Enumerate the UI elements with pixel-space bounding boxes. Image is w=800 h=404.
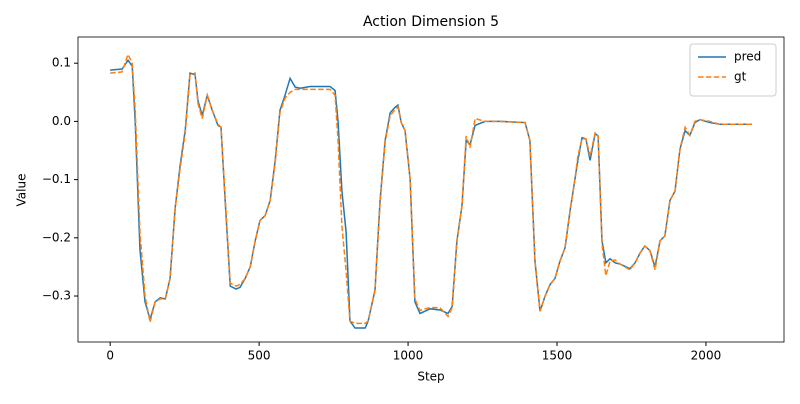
y-tick-label: −0.1 [42, 172, 71, 186]
plot-frame [77, 36, 785, 343]
legend-label: pred [734, 50, 761, 64]
x-tick-label: 0 [106, 349, 114, 363]
x-tick-label: 1500 [542, 349, 573, 363]
x-tick-label: 500 [248, 349, 271, 363]
legend-box [689, 43, 777, 97]
y-tick-label: −0.3 [42, 289, 71, 303]
x-axis-label: Step [417, 370, 444, 384]
x-tick-label: 2000 [691, 349, 722, 363]
y-tick-label: 0.0 [52, 114, 71, 128]
chart-title: Action Dimension 5 [363, 14, 499, 30]
y-tick-label: −0.2 [42, 230, 71, 244]
y-tick-label: 0.1 [52, 56, 71, 70]
line-series [110, 52, 752, 325]
y-axis-label: Value [15, 174, 29, 207]
x-tick-label: 1000 [393, 349, 424, 363]
legend-label: gt [734, 70, 747, 84]
